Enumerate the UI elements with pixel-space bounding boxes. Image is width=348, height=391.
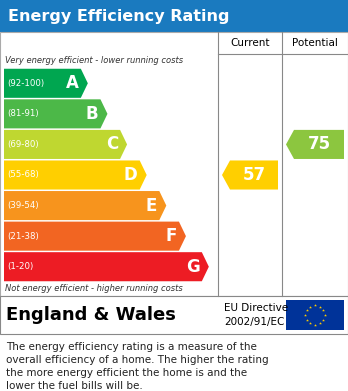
Polygon shape <box>4 252 209 281</box>
Polygon shape <box>222 160 278 190</box>
Text: B: B <box>86 105 98 123</box>
Text: lower the fuel bills will be.: lower the fuel bills will be. <box>6 381 143 391</box>
Text: D: D <box>124 166 138 184</box>
Text: EU Directive: EU Directive <box>224 303 288 313</box>
Polygon shape <box>4 222 186 251</box>
Text: Very energy efficient - lower running costs: Very energy efficient - lower running co… <box>5 56 183 65</box>
Bar <box>286 300 344 330</box>
Text: (1-20): (1-20) <box>7 262 33 271</box>
Bar <box>0 32 348 296</box>
Text: 75: 75 <box>307 135 331 153</box>
Text: the more energy efficient the home is and the: the more energy efficient the home is an… <box>6 368 247 378</box>
Text: (92-100): (92-100) <box>7 79 44 88</box>
Bar <box>0 296 348 334</box>
Text: 57: 57 <box>243 166 266 184</box>
Text: (21-38): (21-38) <box>7 231 39 240</box>
Text: (81-91): (81-91) <box>7 109 39 118</box>
Text: Energy Efficiency Rating: Energy Efficiency Rating <box>8 9 229 23</box>
Text: England & Wales: England & Wales <box>6 306 176 324</box>
Polygon shape <box>4 160 147 190</box>
Text: (39-54): (39-54) <box>7 201 39 210</box>
Text: (55-68): (55-68) <box>7 170 39 179</box>
Text: C: C <box>106 135 118 153</box>
Text: Not energy efficient - higher running costs: Not energy efficient - higher running co… <box>5 284 183 293</box>
Text: G: G <box>186 258 200 276</box>
Polygon shape <box>4 130 127 159</box>
Bar <box>0 0 348 32</box>
Text: Current: Current <box>230 38 270 48</box>
Text: A: A <box>66 74 79 92</box>
Polygon shape <box>286 130 344 159</box>
Text: Potential: Potential <box>292 38 338 48</box>
Text: 2002/91/EC: 2002/91/EC <box>224 317 284 327</box>
Text: F: F <box>166 227 177 245</box>
Text: The energy efficiency rating is a measure of the: The energy efficiency rating is a measur… <box>6 342 257 352</box>
Polygon shape <box>4 99 108 128</box>
Text: overall efficiency of a home. The higher the rating: overall efficiency of a home. The higher… <box>6 355 269 365</box>
Polygon shape <box>4 69 88 98</box>
Text: (69-80): (69-80) <box>7 140 39 149</box>
Polygon shape <box>4 191 166 220</box>
Text: E: E <box>146 197 157 215</box>
